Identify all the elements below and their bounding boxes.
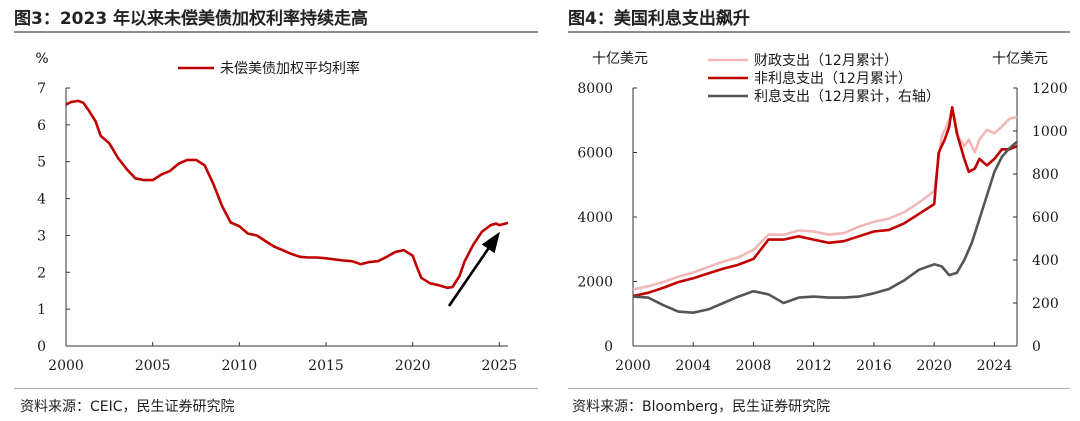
left-x-tick-label: 2020 bbox=[395, 358, 431, 374]
left-y-tick-label: 1 bbox=[37, 302, 46, 318]
right-source: 资料来源：Bloomberg，民生证券研究院 bbox=[572, 399, 831, 415]
left-chart-title: 图3：2023 年以来未偿美债加权利率持续走高 bbox=[14, 9, 369, 29]
right-y2-unit-label: 十亿美元 bbox=[992, 51, 1048, 67]
right-y-tick-label: 2000 bbox=[577, 275, 613, 291]
right-legend-label-2: 非利息支出（12月累计） bbox=[754, 70, 912, 87]
left-x-tick-label: 2005 bbox=[135, 358, 171, 374]
right-y2-tick-label: 200 bbox=[1032, 296, 1059, 312]
left-x-tick-label: 2015 bbox=[308, 358, 344, 374]
right-series-line-1 bbox=[632, 106, 1018, 291]
right-y-tick-label: 0 bbox=[604, 339, 613, 355]
left-y-unit-label: % bbox=[35, 51, 48, 67]
right-y2-tick-label: 0 bbox=[1032, 339, 1041, 355]
right-x-tick-label: 2020 bbox=[916, 358, 952, 374]
left-legend-label: 未偿美债加权平均利率 bbox=[220, 60, 360, 77]
right-legend-label-1: 财政支出（12月累计） bbox=[754, 53, 898, 69]
left-y-tick-label: 7 bbox=[37, 81, 46, 97]
right-y2-tick-label: 1000 bbox=[1032, 124, 1068, 140]
left-arrow-annotation bbox=[447, 231, 500, 307]
right-source-rule bbox=[568, 388, 1070, 389]
right-y-tick-label: 4000 bbox=[577, 210, 613, 226]
right-legend-label-3: 利息支出（12月累计，右轴） bbox=[754, 88, 940, 105]
right-chart: 0200040006000800002004006008001000120020… bbox=[577, 51, 1068, 374]
right-y-tick-label: 8000 bbox=[577, 81, 613, 97]
right-y-tick-label: 6000 bbox=[577, 146, 613, 162]
left-y-tick-label: 2 bbox=[37, 265, 46, 281]
right-x-tick-label: 2016 bbox=[856, 358, 892, 374]
right-chart-title: 图4：美国利息支出飙升 bbox=[568, 9, 750, 29]
right-series-line-3 bbox=[632, 140, 1018, 314]
right-x-tick-label: 2004 bbox=[675, 358, 711, 374]
left-source: 资料来源：CEIC，民生证券研究院 bbox=[20, 399, 235, 415]
left-y-tick-label: 4 bbox=[37, 192, 46, 208]
left-y-tick-label: 5 bbox=[37, 155, 46, 171]
left-title-rule bbox=[14, 31, 538, 33]
right-x-tick-label: 2012 bbox=[796, 358, 832, 374]
right-y2-tick-label: 1200 bbox=[1032, 81, 1068, 97]
left-x-tick-label: 2000 bbox=[48, 358, 84, 374]
right-y2-tick-label: 400 bbox=[1032, 253, 1059, 269]
right-series-line-2 bbox=[632, 106, 1018, 298]
right-x-tick-label: 2024 bbox=[977, 358, 1013, 374]
right-y-unit-label: 十亿美元 bbox=[592, 51, 648, 67]
right-title-rule bbox=[568, 31, 1070, 33]
left-x-tick-label: 2010 bbox=[222, 358, 258, 374]
left-y-tick-label: 6 bbox=[37, 118, 46, 134]
right-y2-tick-label: 600 bbox=[1032, 210, 1059, 226]
left-source-rule bbox=[14, 388, 538, 389]
left-y-tick-label: 3 bbox=[37, 228, 46, 244]
left-series-line bbox=[65, 99, 509, 290]
left-chart: 0 1 2 3 4 5 6 7 2000 2005 2010 2015 2020 2025% 未偿美债加权平… bbox=[35, 51, 518, 374]
right-y2-tick-label: 800 bbox=[1032, 167, 1059, 183]
right-x-tick-label: 2000 bbox=[615, 358, 651, 374]
left-x-tick-label: 2025 bbox=[482, 358, 518, 374]
left-y-tick-label: 0 bbox=[37, 339, 46, 355]
right-x-tick-label: 2008 bbox=[736, 358, 772, 374]
